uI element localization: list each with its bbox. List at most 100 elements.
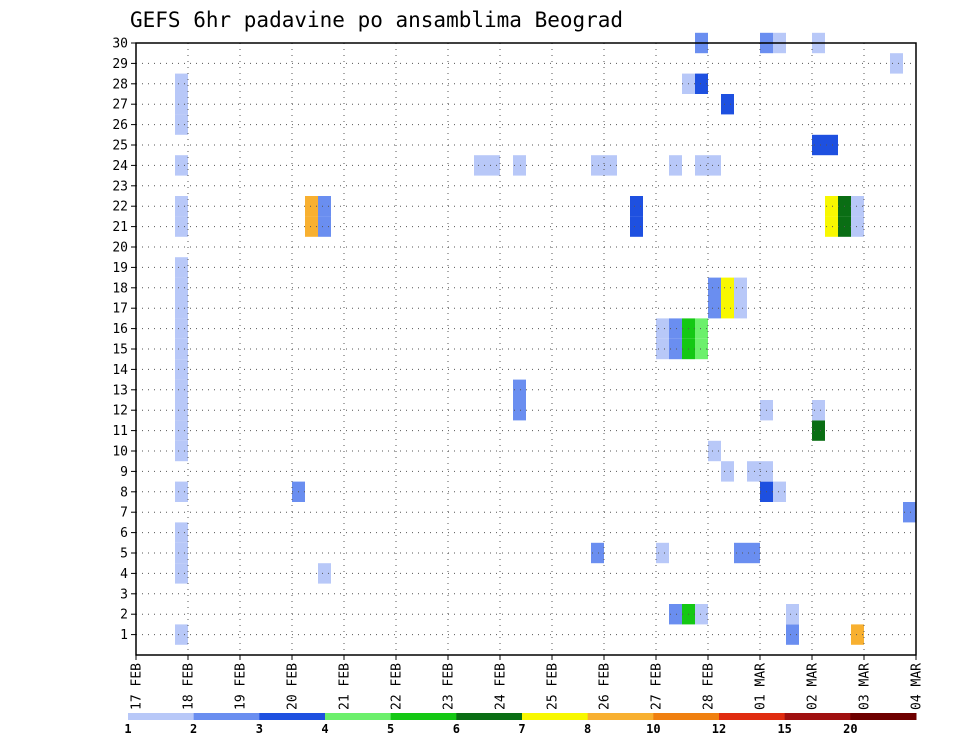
x-tick-label: 20 FEB xyxy=(286,663,301,710)
data-cell xyxy=(305,196,318,217)
data-cell xyxy=(773,481,786,502)
data-cell xyxy=(721,94,734,115)
colorbar-label: 1 xyxy=(124,722,131,736)
data-cell xyxy=(825,134,838,156)
y-tick-label: 6 xyxy=(120,526,128,541)
colorbar-swatch xyxy=(587,713,654,720)
y-tick-label: 27 xyxy=(112,98,128,113)
data-cell xyxy=(695,73,708,94)
data-cell xyxy=(669,155,682,176)
data-cell xyxy=(812,420,825,441)
colorbar-swatch xyxy=(193,713,260,720)
data-cell xyxy=(175,257,188,278)
y-tick-label: 2 xyxy=(120,608,128,623)
x-tick-label: 26 FEB xyxy=(598,663,613,710)
y-tick-label: 26 xyxy=(112,118,128,133)
colorbar-label: 10 xyxy=(646,722,660,736)
data-cell xyxy=(175,196,188,217)
colorbar-swatch xyxy=(850,713,917,720)
colorbar-label: 4 xyxy=(321,722,328,736)
data-cell xyxy=(175,338,188,360)
colorbar: 1 2 3 4 5 6 7 8 10 12 15 20 xyxy=(124,713,917,736)
data-cell xyxy=(591,155,604,176)
y-tick-label: 13 xyxy=(112,383,128,398)
chart-title: GEFS 6hr padavine po ansamblima Beograd xyxy=(130,8,623,32)
y-tick-label: 29 xyxy=(112,57,128,72)
x-tick-label: 19 FEB xyxy=(234,663,249,710)
y-tick-label: 22 xyxy=(112,200,128,215)
colorbar-swatch xyxy=(456,713,523,720)
data-cell xyxy=(175,114,188,135)
data-cell xyxy=(851,196,864,217)
data-cell xyxy=(175,400,188,421)
y-tick-label: 24 xyxy=(112,159,128,174)
y-tick-label: 3 xyxy=(120,587,128,602)
y-tick-label: 23 xyxy=(112,179,128,194)
data-cell xyxy=(669,604,682,625)
data-cell xyxy=(747,542,760,564)
x-tick-label: 18 FEB xyxy=(182,663,197,710)
y-tick-label: 12 xyxy=(112,404,128,419)
colorbar-label: 20 xyxy=(843,722,857,736)
y-axis: 1234567891011121314151617181920212223242… xyxy=(112,37,136,643)
data-cell xyxy=(318,563,331,584)
y-tick-label: 30 xyxy=(112,37,128,52)
data-cell xyxy=(851,216,864,237)
colorbar-swatch xyxy=(522,713,589,720)
x-tick-label: 25 FEB xyxy=(546,663,561,710)
colorbar-swatch xyxy=(325,713,392,720)
data-cell xyxy=(656,542,669,564)
data-cell xyxy=(812,134,825,156)
y-tick-label: 20 xyxy=(112,241,128,256)
data-cell xyxy=(851,624,864,645)
colorbar-label: 12 xyxy=(712,722,726,736)
data-cell xyxy=(695,155,708,176)
colorbar-label: 5 xyxy=(387,722,394,736)
data-cell xyxy=(734,542,747,564)
data-cell xyxy=(669,338,682,360)
x-tick-label: 24 FEB xyxy=(494,663,509,710)
data-cell xyxy=(175,298,188,319)
y-tick-label: 16 xyxy=(112,322,128,337)
colorbar-label: 2 xyxy=(190,722,197,736)
y-tick-label: 19 xyxy=(112,261,128,276)
data-cell xyxy=(786,624,799,645)
x-tick-label: 27 FEB xyxy=(650,663,665,710)
colorbar-label: 6 xyxy=(453,722,460,736)
data-cell xyxy=(708,277,721,298)
colorbar-swatch xyxy=(719,713,786,720)
data-cell xyxy=(695,604,708,625)
data-cell xyxy=(175,542,188,564)
data-cell xyxy=(305,216,318,237)
data-cell xyxy=(175,277,188,298)
y-tick-label: 11 xyxy=(112,424,128,439)
data-cell xyxy=(318,196,331,217)
data-cell xyxy=(318,216,331,237)
data-cell xyxy=(175,94,188,115)
x-tick-label: 04 MAR xyxy=(910,663,925,710)
data-cell xyxy=(474,155,487,176)
x-tick-label: 23 FEB xyxy=(442,663,457,710)
data-cell xyxy=(175,624,188,645)
y-tick-label: 10 xyxy=(112,445,128,460)
data-cell xyxy=(591,542,604,564)
data-cell xyxy=(708,155,721,176)
data-cell xyxy=(786,604,799,625)
y-tick-label: 1 xyxy=(120,628,128,643)
data-cell xyxy=(175,73,188,94)
colorbar-swatch xyxy=(653,713,720,720)
y-tick-label: 5 xyxy=(120,547,128,562)
x-tick-label: 22 FEB xyxy=(390,663,405,710)
data-cell xyxy=(903,502,916,523)
y-tick-label: 7 xyxy=(120,506,128,521)
y-tick-label: 15 xyxy=(112,343,128,358)
data-cell xyxy=(825,216,838,237)
data-cell xyxy=(825,196,838,217)
x-tick-label: 21 FEB xyxy=(338,663,353,710)
data-cell xyxy=(708,298,721,319)
data-cell xyxy=(175,420,188,441)
y-tick-label: 21 xyxy=(112,220,128,235)
colorbar-label: 15 xyxy=(777,722,791,736)
data-cell xyxy=(513,400,526,421)
data-cell xyxy=(175,522,188,543)
